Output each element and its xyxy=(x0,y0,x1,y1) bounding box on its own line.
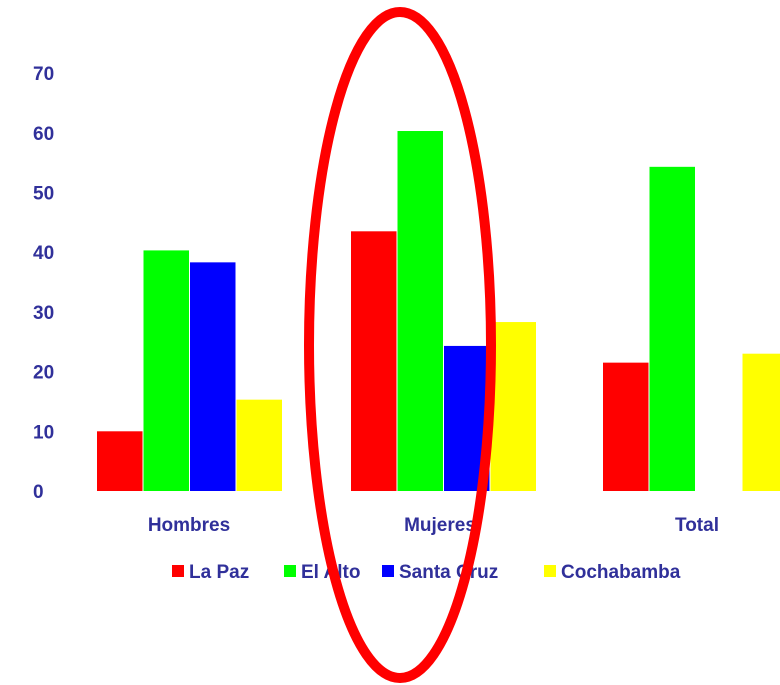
legend-label-cochabamba: Cochabamba xyxy=(561,562,681,583)
y-tick-label: 40 xyxy=(33,243,54,264)
legend-label-la-paz: La Paz xyxy=(189,562,249,583)
y-tick-label: 20 xyxy=(33,363,54,384)
legend-swatch-santa-cruz xyxy=(382,565,394,577)
y-tick-label: 30 xyxy=(33,303,54,324)
y-tick-label: 0 xyxy=(33,482,44,503)
y-axis-ticks: 0 10 20 30 40 50 60 70 xyxy=(33,64,54,503)
bar-mujeres-el-alto xyxy=(397,131,443,491)
category-label-hombres: Hombres xyxy=(148,515,230,536)
legend-swatch-la-paz xyxy=(172,565,184,577)
highlight-ellipse xyxy=(304,7,496,683)
legend-swatch-el-alto xyxy=(284,565,296,577)
bar-total-el-alto xyxy=(649,166,695,492)
y-tick-label: 60 xyxy=(33,124,54,145)
y-tick-label: 50 xyxy=(33,184,54,205)
legend-label-santa-cruz: Santa Cruz xyxy=(399,562,498,583)
bar-total-la-paz xyxy=(603,362,649,491)
bar-mujeres-cochabamba xyxy=(490,322,536,491)
bar-hombres-santa-cruz xyxy=(190,262,236,491)
y-tick-label: 10 xyxy=(33,422,54,443)
category-label-mujeres: Mujeres xyxy=(404,515,476,536)
legend: La Paz El Alto Santa Cruz Cochabamba xyxy=(172,562,681,583)
bar-total-cochabamba xyxy=(742,353,780,491)
category-labels: Hombres Mujeres Total xyxy=(148,515,719,536)
bar-hombres-cochabamba xyxy=(236,399,282,491)
bar-mujeres-la-paz xyxy=(351,231,397,491)
bar-hombres-el-alto xyxy=(143,250,189,491)
bar-hombres-la-paz xyxy=(97,431,143,491)
category-label-total: Total xyxy=(675,515,719,536)
legend-swatch-cochabamba xyxy=(544,565,556,577)
bars xyxy=(97,131,780,492)
y-tick-label: 70 xyxy=(33,64,54,85)
